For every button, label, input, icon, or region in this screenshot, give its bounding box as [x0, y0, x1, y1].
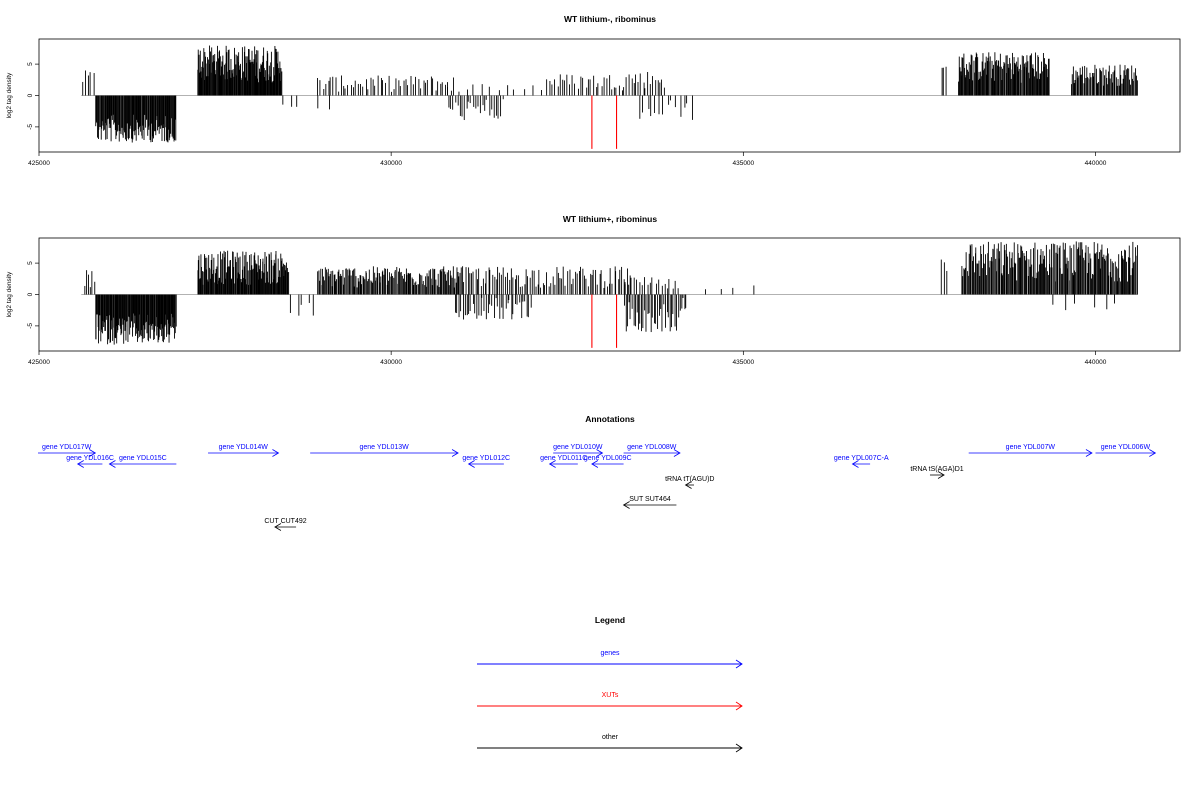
panel1-xtick-label: 435000 [732, 160, 754, 167]
annotation-feature: gene YDL014W [208, 444, 280, 457]
panel2-xtick-label: 430000 [380, 359, 402, 366]
annotation-label: gene YDL007W [1006, 444, 1056, 451]
annotation-arrowhead [467, 460, 475, 468]
panel2-ylabel: log2 tag density [6, 271, 13, 317]
panel2-ytick-label: -5 [27, 323, 34, 329]
annotation-feature: gene YDL017W [38, 444, 97, 457]
annotation-label: gene YDL013W [359, 444, 409, 451]
panel1-ytick-label: 0 [27, 93, 34, 97]
panel2-xtick-label: 440000 [1085, 359, 1107, 366]
panel1-ylabel: log2 tag density [6, 72, 13, 118]
legend-arrowhead [735, 743, 743, 753]
annotation-label: gene YDL015C [119, 455, 167, 462]
annotation-arrowhead [684, 481, 692, 489]
annotation-arrowhead [76, 460, 84, 468]
annotation-feature: gene YDL008W [623, 444, 681, 457]
panel1-x-axis: 425000 430000 435000 440000 [28, 152, 1107, 167]
annotation-arrowhead [1149, 449, 1157, 457]
annotation-feature: gene YDL009C [584, 455, 632, 468]
annotation-arrowhead [548, 460, 556, 468]
annotation-arrowhead [622, 501, 630, 509]
legend-arrowhead [735, 701, 743, 711]
annotation-arrowhead [851, 460, 859, 468]
panel1-ytick-label: 5 [27, 62, 34, 66]
panel2-xtick-label: 435000 [732, 359, 754, 366]
annotation-arrowhead [274, 523, 282, 531]
annotation-label: gene YDL014W [219, 444, 269, 451]
legend-title: Legend [595, 615, 625, 625]
annotation-arrowhead [89, 449, 97, 457]
annotation-label: gene YDL008W [627, 444, 677, 451]
panel1-title: WT lithium-, ribominus [564, 14, 656, 24]
annotation-feature: gene YDL007W [968, 444, 1093, 457]
legend-label: other [602, 734, 619, 741]
annotation-feature: gene YDL013W [310, 444, 459, 457]
panel1-ytick-label: -5 [27, 124, 34, 130]
annotation-feature: gene YDL012C [462, 455, 510, 468]
annotation-feature: gene YDL015C [108, 455, 177, 468]
annotation-arrowhead [937, 471, 945, 479]
annotation-label: gene YDL007C-A [834, 455, 889, 462]
annotation-label: tRNA tS(AGA)D1 [910, 466, 963, 473]
annotations-title: Annotations [585, 414, 635, 424]
panel2-y-axis: 5 0 -5 [27, 261, 39, 329]
annotation-feature: tRNA tT(AGU)D [665, 476, 714, 489]
annotation-feature: tRNA tS(AGA)D1 [910, 466, 964, 479]
annotation-label: gene YDL017W [42, 444, 92, 451]
legend-item-xuts: XUTs [477, 692, 743, 711]
annotation-label: gene YDL010W [553, 444, 603, 451]
annotation-feature: gene YDL016C [66, 455, 114, 468]
annotation-label: gene YDL012C [462, 455, 510, 462]
panel1-xtick-label: 430000 [380, 160, 402, 167]
panel1-bars [81, 45, 1138, 149]
annotation-feature: gene YDL007C-A [834, 455, 889, 468]
legend: Legend genes XUTs other [477, 615, 743, 753]
panel1-xtick-label: 425000 [28, 160, 50, 167]
panel2-x-axis: 425000 430000 435000 440000 [28, 351, 1107, 366]
panel1-xtick-label: 440000 [1085, 160, 1107, 167]
panel2-title: WT lithium+, ribominus [563, 214, 657, 224]
panel-wt-lithium-minus: WT lithium-, ribominus log2 tag density … [6, 14, 1181, 167]
annotation-feature: SUT SUT464 [622, 496, 677, 509]
annotation-arrowhead [596, 449, 604, 457]
legend-items: genes XUTs other [477, 650, 743, 753]
annotation-features: gene YDL017W gene YDL016C gene YDL015C gene… [38, 444, 1157, 531]
annotation-label: tRNA tT(AGU)D [665, 476, 714, 483]
legend-label: XUTs [602, 692, 619, 699]
annotation-label: gene YDL006W [1101, 444, 1151, 451]
annotation-feature: CUT CUT492 [264, 518, 307, 531]
annotation-label: gene YDL011C [540, 455, 587, 462]
legend-label: genes [600, 650, 620, 657]
annotation-label: gene YDL016C [66, 455, 114, 462]
legend-item-genes: genes [477, 650, 743, 669]
annotation-label: gene YDL009C [584, 455, 632, 462]
annotation-label: CUT CUT492 [264, 518, 306, 525]
annotation-arrowhead [591, 460, 599, 468]
legend-item-other: other [477, 734, 743, 753]
legend-arrowhead [735, 659, 743, 669]
annotation-feature: gene YDL006W [1095, 444, 1157, 457]
panel2-ytick-label: 5 [27, 261, 34, 265]
annotation-arrowhead [673, 449, 681, 457]
panel2-bars [81, 241, 1138, 348]
annotation-feature: gene YDL011C [540, 455, 587, 468]
annotation-arrowhead [272, 449, 280, 457]
panel-wt-lithium-plus: WT lithium+, ribominus log2 tag density … [6, 214, 1181, 366]
annotation-arrowhead [1085, 449, 1093, 457]
annotation-arrowhead [451, 449, 459, 457]
panel1-y-axis: 5 0 -5 [27, 62, 39, 130]
annotation-arrowhead [108, 460, 116, 468]
annotation-label: SUT SUT464 [629, 496, 671, 503]
panel2-xtick-label: 425000 [28, 359, 50, 366]
panel2-ytick-label: 0 [27, 292, 34, 296]
annotation-feature: gene YDL010W [553, 444, 604, 457]
